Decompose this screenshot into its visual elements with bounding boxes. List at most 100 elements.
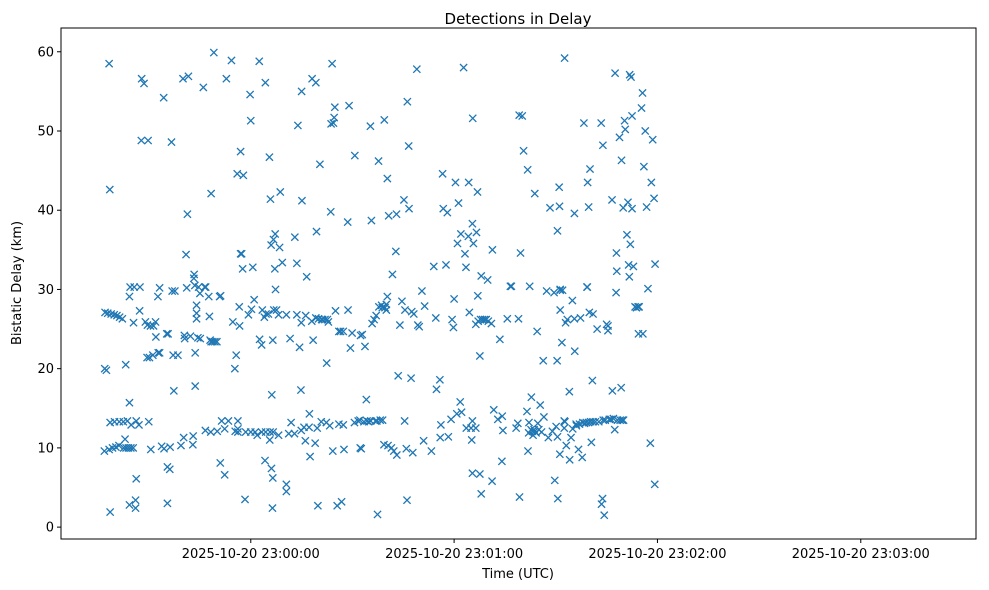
data-point — [515, 111, 524, 120]
data-point — [402, 496, 412, 505]
data-point — [230, 364, 239, 373]
points-layer — [100, 48, 660, 520]
data-point — [173, 351, 182, 360]
data-point — [376, 416, 385, 425]
data-point — [627, 204, 637, 213]
data-point — [560, 54, 569, 63]
data-point — [205, 312, 214, 321]
data-point — [265, 153, 274, 162]
data-point — [598, 494, 607, 503]
data-point — [419, 436, 428, 445]
data-point — [305, 409, 314, 418]
data-point — [493, 415, 502, 424]
data-point — [409, 309, 418, 319]
data-point — [290, 429, 299, 438]
data-point — [236, 147, 245, 156]
data-point — [432, 385, 441, 394]
data-point — [339, 327, 348, 336]
y-axis-ticks: 0 10 20 30 40 50 60 — [37, 45, 61, 536]
data-point — [578, 453, 587, 462]
data-point — [232, 351, 241, 360]
data-point — [315, 160, 324, 169]
data-point — [286, 334, 295, 343]
data-point — [459, 63, 468, 72]
data-point — [539, 412, 548, 422]
data-point — [471, 424, 480, 433]
data-point — [311, 313, 320, 323]
data-point — [448, 315, 457, 324]
data-point — [331, 306, 340, 315]
data-point — [431, 313, 440, 323]
data-point — [469, 239, 478, 248]
data-point — [191, 348, 200, 357]
data-point — [399, 195, 409, 204]
data-point — [339, 420, 348, 429]
data-point — [594, 417, 603, 426]
data-point — [131, 496, 140, 505]
data-point — [641, 126, 650, 136]
data-point — [646, 439, 655, 448]
data-point — [327, 119, 336, 128]
data-point — [570, 209, 579, 218]
data-point — [134, 420, 144, 429]
data-point — [139, 79, 149, 88]
data-point — [266, 195, 275, 204]
data-point — [527, 393, 536, 402]
data-point — [400, 416, 409, 426]
data-point — [323, 315, 332, 324]
data-point — [311, 439, 320, 448]
data-point — [149, 321, 158, 330]
data-point — [467, 435, 476, 445]
data-point — [523, 165, 532, 174]
data-point — [612, 248, 621, 258]
data-point — [270, 264, 279, 273]
data-point — [512, 424, 521, 433]
data-point — [468, 219, 477, 228]
data-point — [566, 433, 576, 442]
data-point — [450, 294, 459, 304]
data-point — [392, 210, 401, 219]
data-point — [313, 424, 322, 433]
data-point — [132, 416, 141, 426]
data-point — [475, 351, 484, 361]
data-point — [452, 409, 461, 418]
data-point — [328, 59, 337, 68]
data-point — [378, 416, 387, 425]
data-point — [617, 156, 626, 165]
data-point — [200, 283, 209, 292]
data-point — [638, 88, 647, 98]
data-point — [395, 321, 404, 330]
data-point — [619, 416, 628, 425]
data-point — [235, 302, 244, 311]
data-point — [429, 262, 438, 271]
data-point — [284, 429, 293, 438]
data-point — [574, 445, 583, 454]
data-point — [257, 340, 266, 349]
data-point — [183, 210, 192, 219]
data-point — [639, 162, 648, 171]
data-point — [110, 310, 119, 319]
data-point — [407, 374, 416, 383]
data-point — [384, 211, 393, 220]
data-point — [168, 286, 177, 296]
data-point — [477, 489, 486, 498]
data-point — [275, 243, 284, 252]
data-point — [523, 447, 533, 456]
data-point — [635, 302, 644, 311]
data-point — [282, 487, 291, 496]
data-point — [235, 321, 244, 330]
data-point — [151, 332, 160, 342]
data-point — [593, 324, 602, 334]
data-point — [483, 275, 492, 284]
data-point — [408, 448, 417, 457]
data-point — [199, 83, 208, 92]
data-point — [550, 476, 559, 485]
data-point — [180, 334, 189, 343]
data-point — [188, 440, 197, 449]
data-point — [362, 395, 371, 404]
data-point — [165, 465, 174, 474]
data-point — [146, 445, 155, 454]
y-tick-label: 30 — [37, 283, 54, 298]
data-point — [220, 424, 229, 433]
data-point — [498, 412, 507, 421]
